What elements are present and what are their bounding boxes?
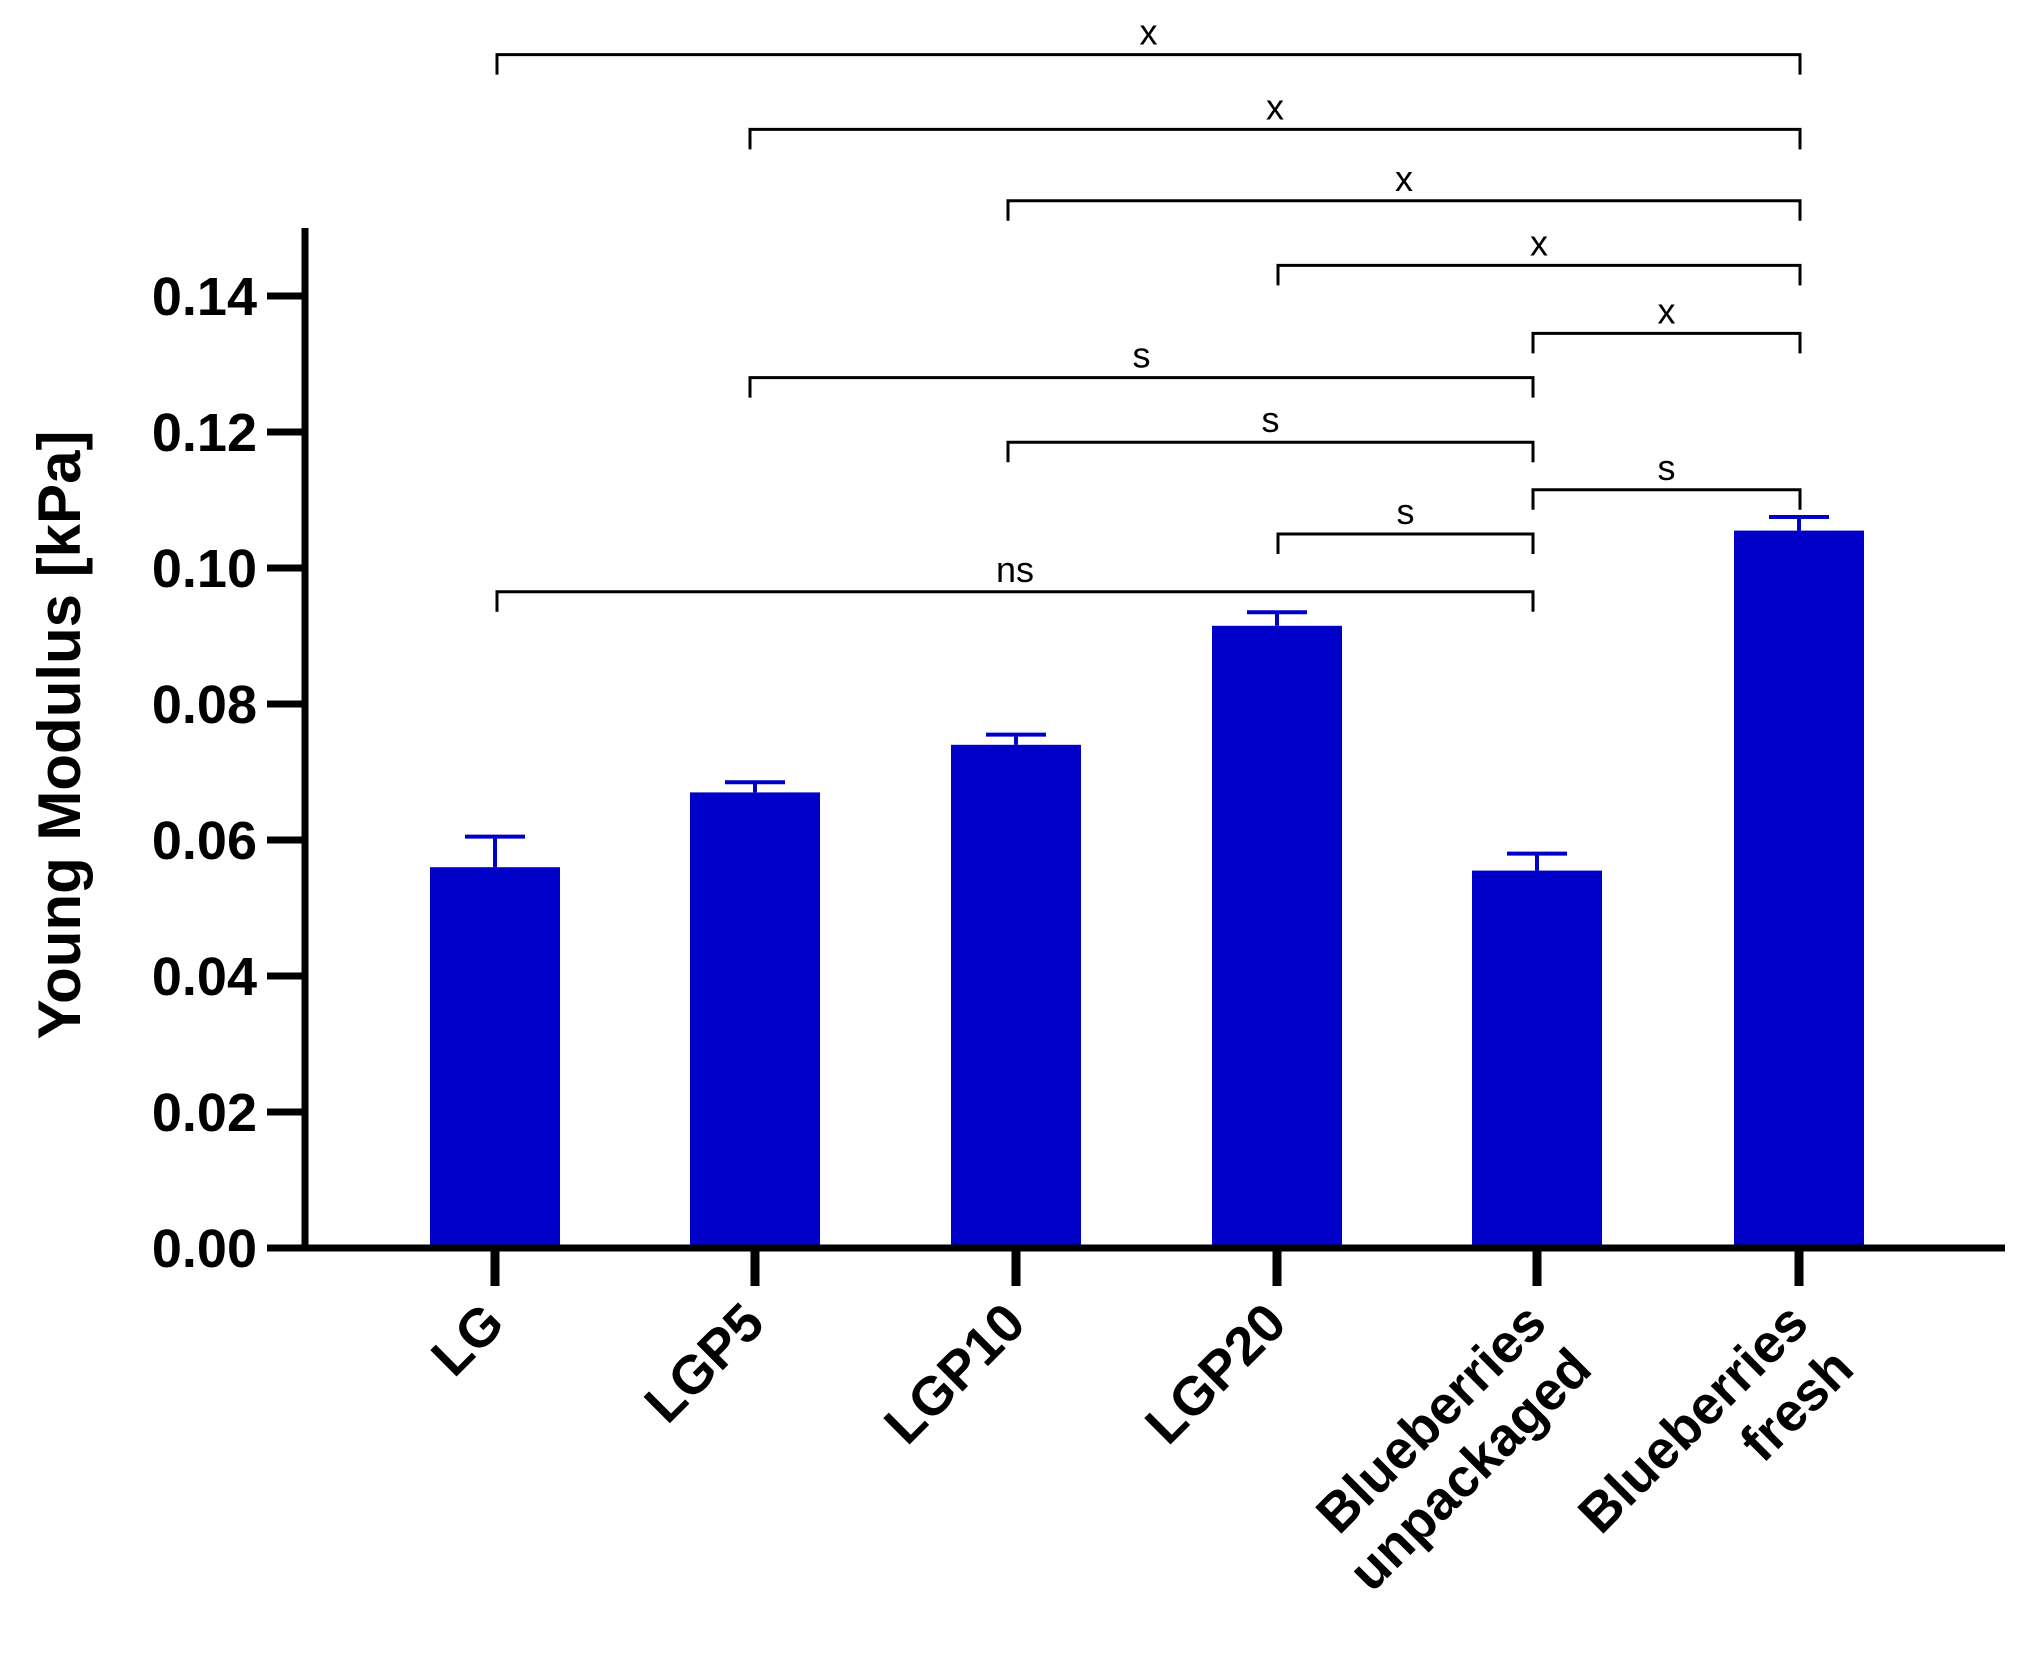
bar — [951, 744, 1081, 1248]
significance-bracket — [1276, 532, 1535, 554]
significance-bracket — [1006, 199, 1802, 221]
bars — [430, 530, 1864, 1248]
bar — [1212, 625, 1342, 1248]
x-tick-label: Blueberriesfresh — [1567, 1292, 1865, 1590]
y-tick-label: 0.14 — [152, 267, 257, 327]
bar — [690, 792, 820, 1248]
y-tick-label: 0.02 — [152, 1083, 257, 1143]
significance-bracket — [1531, 331, 1802, 354]
significance-label: s — [1658, 447, 1676, 488]
x-tick-label-line: LGP10 — [873, 1292, 1036, 1455]
y-tick-label: 0.06 — [152, 811, 257, 871]
y-tick-label: 0.08 — [152, 675, 257, 735]
x-tick-label: LGP5 — [633, 1292, 775, 1434]
significance-bracket — [1276, 263, 1802, 286]
bar — [1734, 530, 1864, 1248]
x-tick-label: LGP20 — [1134, 1292, 1297, 1455]
y-axis-title: Young Modulus [kPa] — [26, 431, 93, 1040]
x-tick-label-line: LGP20 — [1134, 1292, 1297, 1455]
significance-bracket — [1006, 440, 1535, 463]
y-tick-label: 0.10 — [152, 539, 257, 599]
x-tick-label: LGP10 — [873, 1292, 1036, 1455]
significance-bracket — [495, 53, 1802, 75]
y-tick-label: 0.12 — [152, 403, 257, 463]
x-tick-label-line: LGP5 — [633, 1292, 775, 1434]
significance-label: x — [1658, 290, 1676, 331]
significance-label: x — [1530, 222, 1548, 263]
error-bars — [465, 515, 1829, 871]
significance-label: s — [1133, 335, 1151, 376]
significance-label: ns — [996, 549, 1034, 590]
significance-bracket — [495, 590, 1535, 612]
y-axis-ticks: 0.00 0.02 0.04 0.06 0.08 0.10 0.12 0.14 — [152, 267, 305, 1279]
significance-bracket — [748, 127, 1802, 150]
y-tick-label: 0.00 — [152, 1219, 257, 1279]
significance-label: s — [1397, 491, 1415, 532]
significance-brackets: x x x x x s s s s ns — [495, 12, 1802, 612]
axes — [301, 228, 2005, 1286]
x-tick-label: LG — [420, 1292, 515, 1387]
significance-label: x — [1140, 12, 1158, 53]
significance-label: x — [1266, 86, 1284, 127]
bar — [430, 867, 560, 1248]
x-axis-labels: LG LGP5 LGP10 LGP20 BlueberriesunpackagedBlu… — [420, 1292, 1865, 1602]
significance-bracket — [1531, 488, 1802, 510]
y-tick-label: 0.04 — [152, 947, 257, 1007]
significance-label: s — [1262, 399, 1280, 440]
x-tick-label: Blueberriesunpackaged — [1292, 1292, 1602, 1602]
x-tick-label-line: LG — [420, 1292, 515, 1387]
significance-bracket — [748, 376, 1535, 398]
significance-label: x — [1395, 158, 1413, 199]
bar — [1472, 870, 1602, 1248]
